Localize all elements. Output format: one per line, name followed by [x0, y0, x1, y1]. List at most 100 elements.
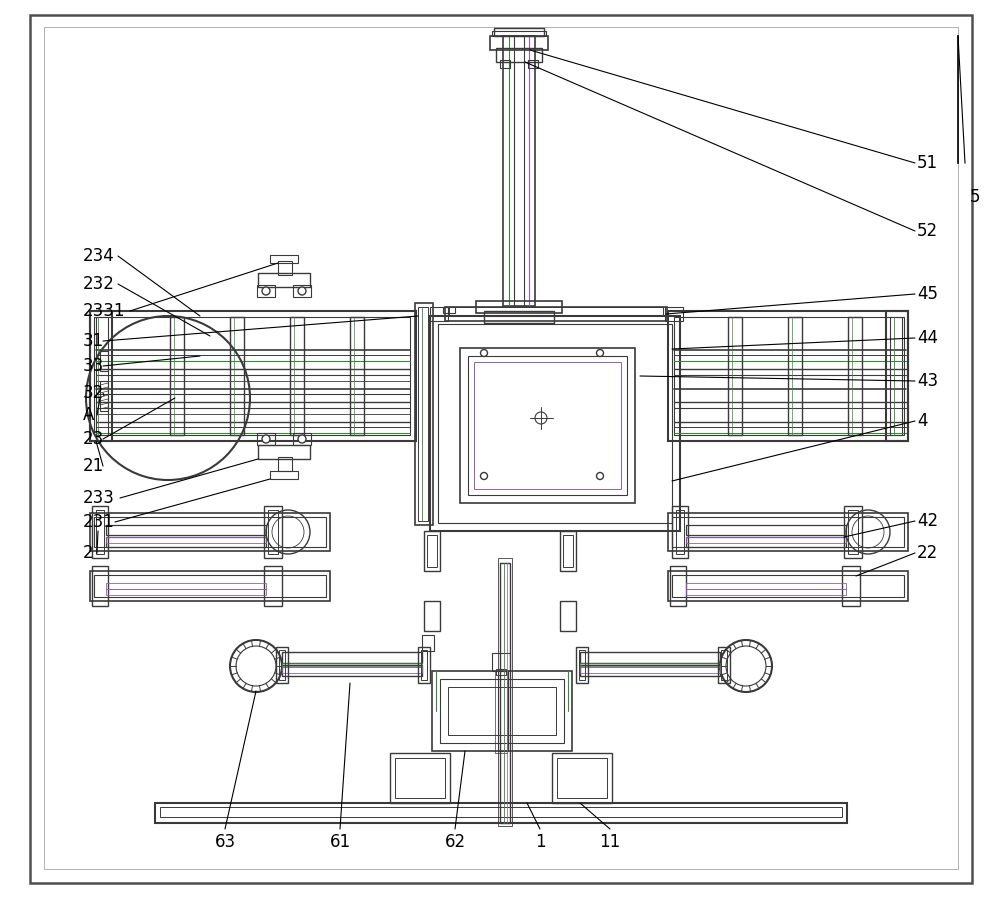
Circle shape — [596, 473, 604, 479]
Bar — [424, 531, 440, 571]
Text: 43: 43 — [917, 372, 938, 390]
Bar — [579, 650, 585, 680]
Text: 234: 234 — [83, 247, 115, 265]
Bar — [492, 653, 510, 671]
Bar — [432, 671, 572, 751]
Bar — [422, 635, 434, 651]
Bar — [268, 510, 278, 554]
Bar — [580, 652, 720, 663]
Bar — [418, 647, 430, 683]
Bar — [264, 566, 282, 606]
Bar — [674, 317, 902, 435]
Bar — [886, 311, 908, 441]
Bar — [721, 650, 727, 680]
Bar — [484, 311, 554, 323]
Bar — [293, 433, 311, 445]
Circle shape — [262, 435, 270, 443]
Bar — [94, 517, 326, 547]
Bar — [90, 311, 112, 441]
Text: 33: 33 — [83, 357, 104, 375]
Bar — [686, 537, 846, 547]
Text: 22: 22 — [917, 544, 938, 562]
Bar — [160, 807, 842, 817]
Bar — [421, 650, 427, 680]
Bar — [788, 317, 802, 435]
Text: 63: 63 — [214, 833, 236, 851]
Text: A: A — [83, 406, 94, 424]
Bar — [503, 36, 535, 306]
Bar — [686, 589, 846, 595]
Text: 62: 62 — [444, 833, 466, 851]
Bar — [282, 663, 422, 667]
Bar — [278, 261, 292, 275]
Bar — [90, 311, 416, 441]
Bar — [672, 506, 688, 558]
Bar — [94, 317, 108, 435]
Bar — [282, 652, 422, 663]
Text: 1: 1 — [535, 833, 545, 851]
Bar — [580, 666, 720, 673]
Bar — [842, 566, 860, 606]
Bar — [686, 583, 846, 589]
Bar — [718, 647, 730, 683]
Bar — [496, 48, 542, 62]
Bar — [395, 758, 445, 798]
Bar — [476, 301, 562, 313]
Text: 4: 4 — [917, 412, 928, 430]
Bar — [170, 317, 184, 435]
Bar — [676, 510, 684, 554]
Bar — [258, 273, 310, 287]
Text: 52: 52 — [917, 222, 938, 240]
Circle shape — [480, 473, 488, 479]
Bar — [672, 575, 904, 597]
Circle shape — [480, 350, 488, 356]
Bar — [560, 601, 576, 631]
Bar — [90, 513, 330, 551]
Bar — [424, 601, 440, 631]
Text: 232: 232 — [83, 275, 115, 293]
Bar — [665, 307, 683, 321]
Text: 231: 231 — [83, 513, 115, 531]
Bar — [668, 311, 908, 441]
Bar — [415, 303, 433, 525]
Bar — [96, 510, 104, 554]
Bar — [560, 531, 576, 571]
Bar — [106, 589, 266, 595]
Bar — [474, 362, 621, 489]
Text: 2331: 2331 — [83, 302, 126, 320]
Text: 23: 23 — [83, 430, 104, 448]
Text: 44: 44 — [917, 329, 938, 347]
Text: 11: 11 — [599, 833, 621, 851]
Bar — [350, 317, 364, 435]
Bar — [92, 566, 108, 606]
Bar — [844, 506, 862, 558]
Circle shape — [298, 287, 306, 295]
Bar — [230, 317, 244, 435]
Text: 61: 61 — [329, 833, 351, 851]
Bar — [270, 471, 298, 479]
Bar — [293, 285, 311, 297]
Circle shape — [298, 435, 306, 443]
Bar — [440, 679, 564, 743]
Text: 42: 42 — [917, 512, 938, 530]
Bar — [94, 575, 326, 597]
Bar — [155, 803, 847, 823]
Bar — [576, 647, 588, 683]
Bar — [580, 663, 720, 667]
Bar — [445, 307, 667, 321]
Bar — [430, 316, 680, 531]
Bar — [552, 753, 612, 803]
Bar — [270, 255, 298, 263]
Bar — [264, 506, 282, 558]
Bar — [498, 671, 508, 751]
Bar — [276, 647, 288, 683]
Bar — [100, 381, 108, 411]
Bar — [563, 535, 573, 567]
Bar — [443, 307, 455, 313]
Bar — [490, 36, 548, 50]
Text: 21: 21 — [83, 457, 104, 475]
Bar — [96, 317, 410, 435]
Bar — [496, 669, 506, 675]
Bar — [427, 535, 437, 567]
Bar — [257, 433, 275, 445]
